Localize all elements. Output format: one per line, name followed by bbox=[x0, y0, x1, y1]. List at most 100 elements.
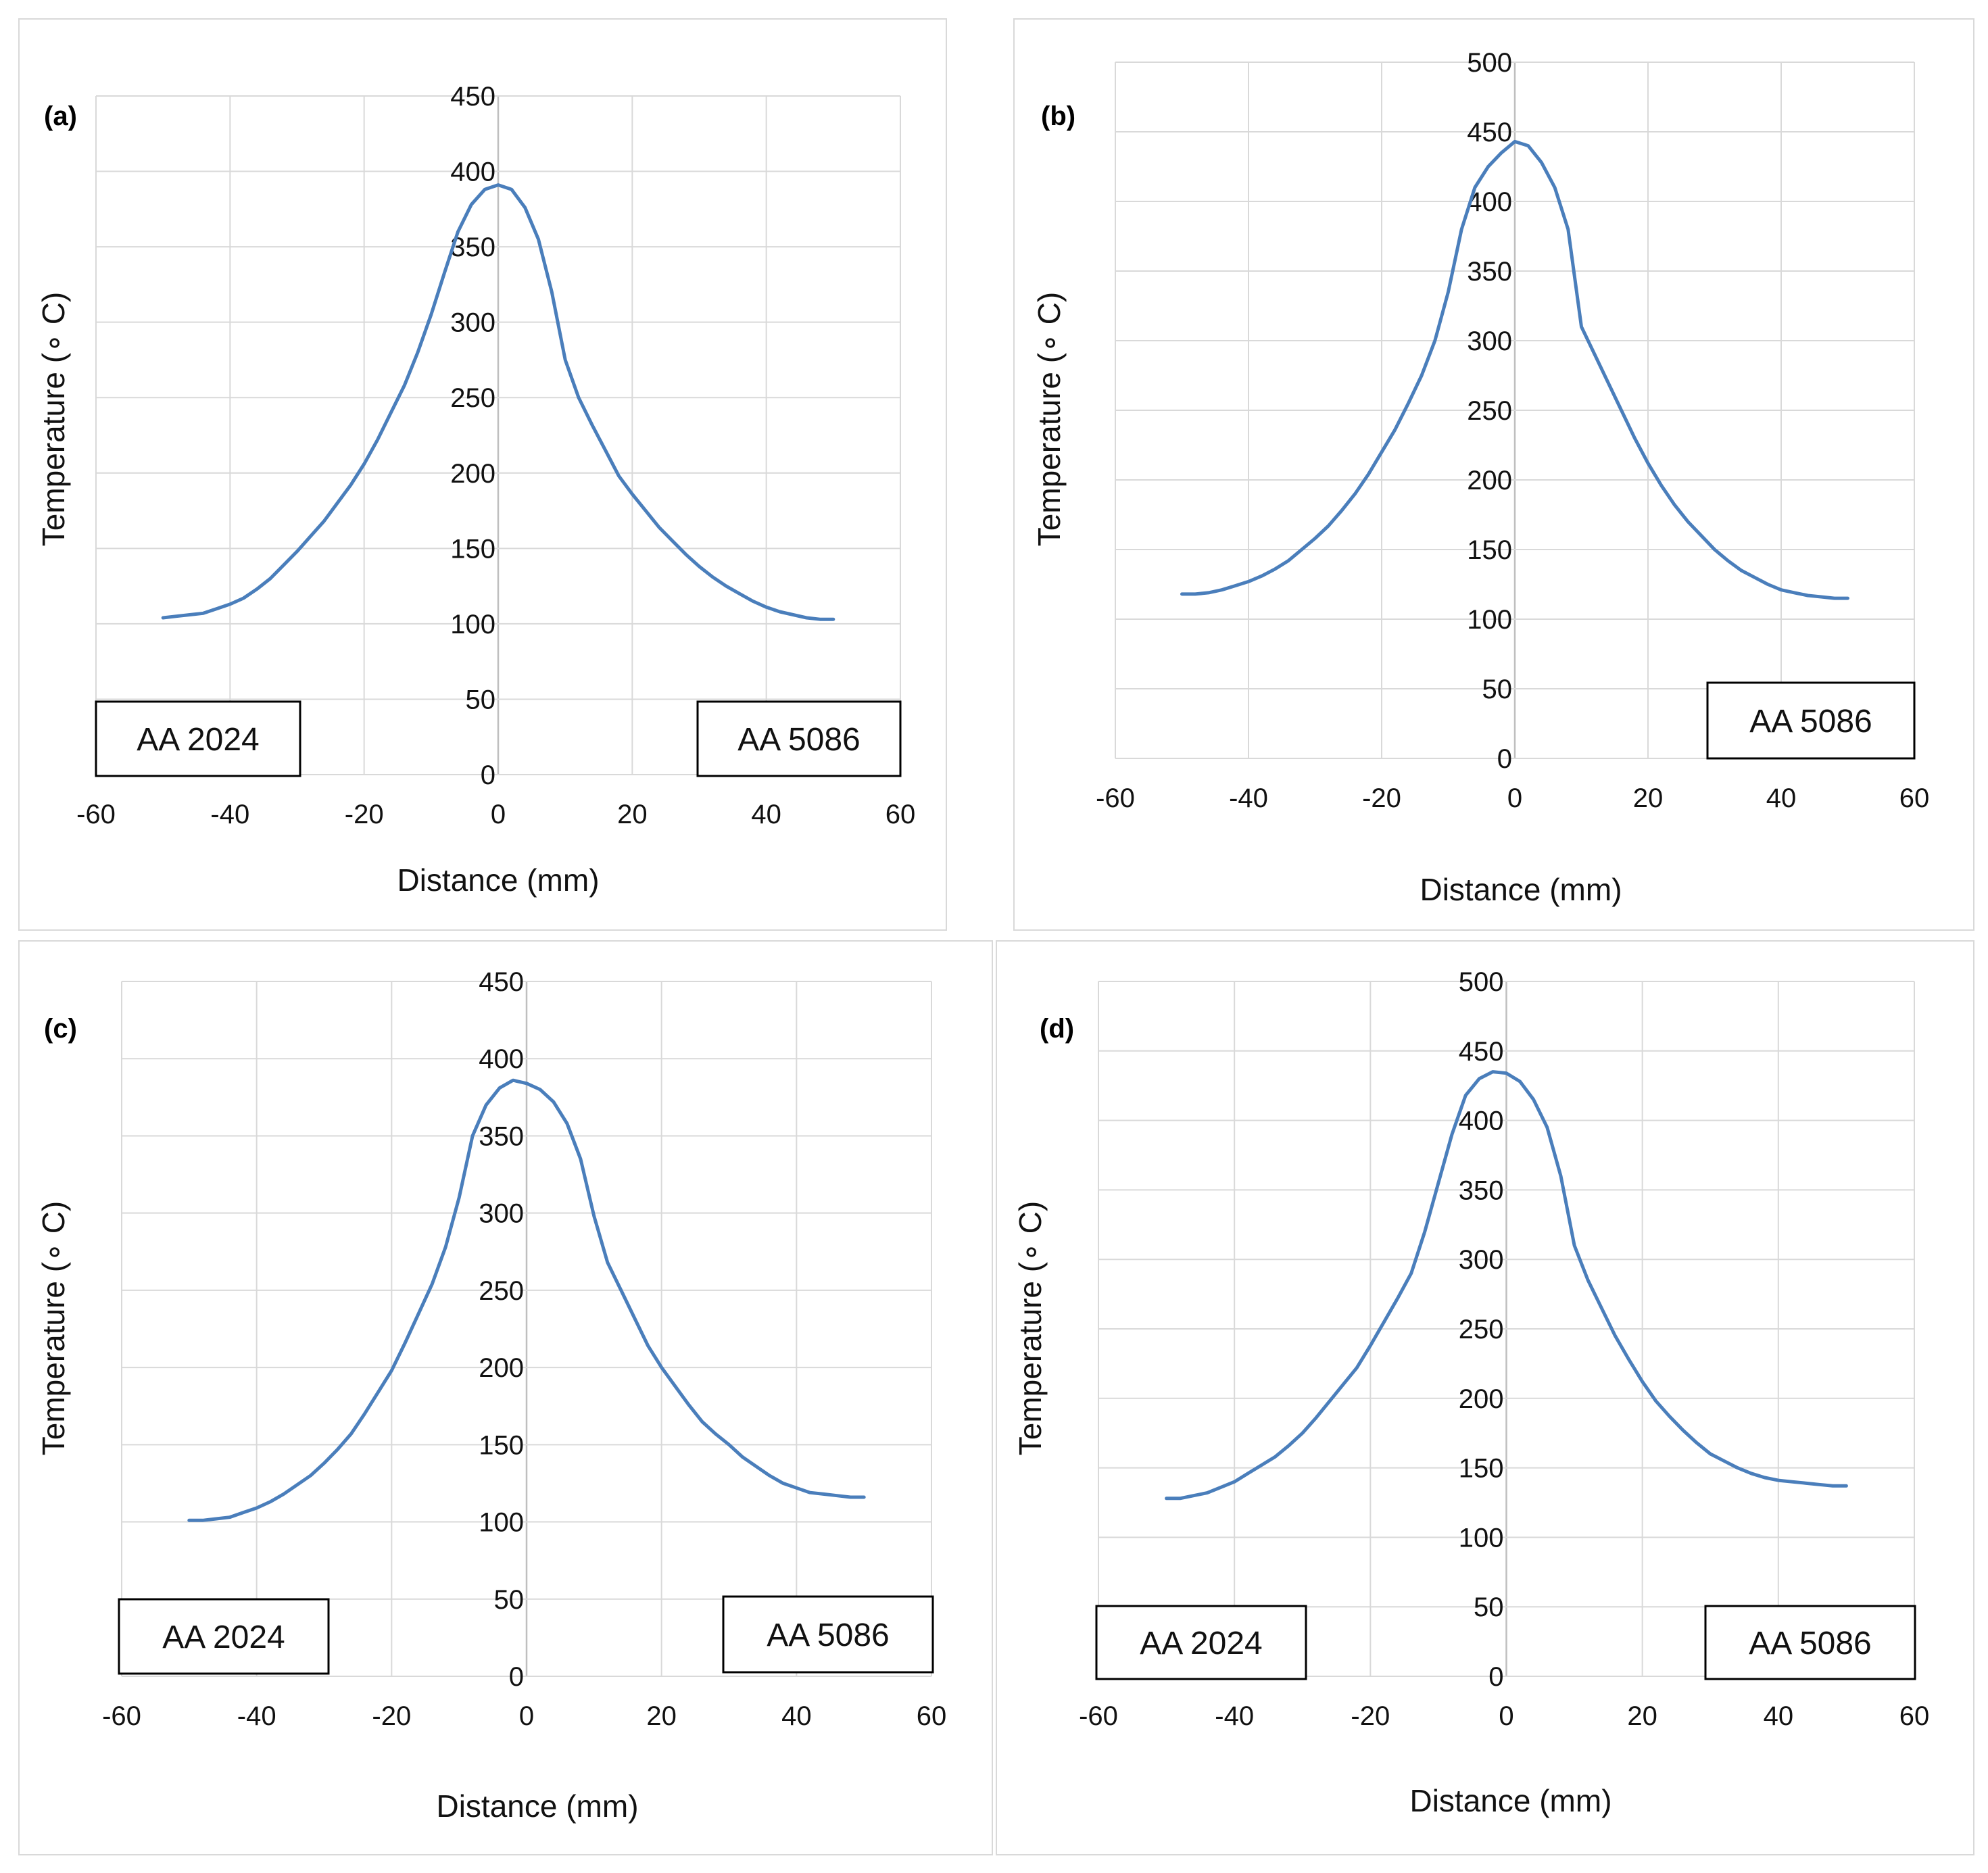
y-axis-label: Temperature (∘ C) bbox=[36, 1201, 71, 1455]
y-tick-label: 500 bbox=[1467, 48, 1512, 78]
x-tick-label: 40 bbox=[1764, 1701, 1794, 1731]
x-tick-label: 60 bbox=[886, 800, 916, 829]
material-label-right: AA 5086 bbox=[767, 1617, 890, 1653]
y-tick-label: 0 bbox=[481, 760, 495, 790]
y-tick-label: 350 bbox=[1467, 257, 1512, 287]
panel-border bbox=[18, 18, 947, 931]
panel-border bbox=[1013, 18, 1974, 931]
y-tick-label: 150 bbox=[1459, 1454, 1504, 1484]
y-tick-label: 0 bbox=[1488, 1662, 1503, 1692]
material-label-box-left bbox=[1095, 1605, 1307, 1680]
x-tick-label: -20 bbox=[1362, 783, 1401, 813]
panel-letter: (c) bbox=[44, 1014, 77, 1044]
panel-border bbox=[18, 940, 993, 1855]
y-tick-label: 500 bbox=[1459, 967, 1504, 997]
x-axis-label: Distance (mm) bbox=[1420, 872, 1622, 907]
y-tick-label: 450 bbox=[1459, 1037, 1504, 1067]
x-tick-label: -20 bbox=[345, 800, 384, 829]
x-tick-label: 60 bbox=[1899, 783, 1930, 813]
x-tick-label: -40 bbox=[210, 800, 249, 829]
y-axis-label: Temperature (∘ C) bbox=[1032, 292, 1067, 546]
y-tick-label: 250 bbox=[1467, 396, 1512, 426]
material-label-box-right bbox=[1706, 681, 1916, 760]
material-label-box-right bbox=[696, 700, 902, 777]
chart-panel-c: AA 2024 AA 508605010015020025030035040045… bbox=[36, 967, 946, 1824]
chart-panel-a: AA 2024 AA 508605010015020025030035040045… bbox=[36, 82, 915, 898]
y-tick-label: 200 bbox=[450, 459, 495, 489]
panel-letter: (b) bbox=[1041, 101, 1075, 131]
y-tick-label: 300 bbox=[1467, 326, 1512, 356]
panel-letter: (d) bbox=[1040, 1014, 1074, 1044]
x-axis-label: Distance (mm) bbox=[436, 1789, 638, 1824]
y-tick-label: 250 bbox=[479, 1276, 524, 1306]
x-tick-label: 40 bbox=[1766, 783, 1797, 813]
x-axis-label: Distance (mm) bbox=[1409, 1783, 1611, 1818]
material-label-box-left bbox=[95, 700, 301, 777]
material-label-left: AA 2024 bbox=[1140, 1626, 1263, 1661]
material-label-right: AA 5086 bbox=[1749, 1626, 1872, 1661]
x-tick-label: -20 bbox=[1351, 1701, 1390, 1731]
material-label-box-left bbox=[118, 1598, 330, 1675]
y-tick-label: 300 bbox=[450, 308, 495, 338]
x-tick-label: 0 bbox=[491, 800, 506, 829]
material-label-left: AA 2024 bbox=[137, 722, 260, 758]
x-tick-label: 20 bbox=[1627, 1701, 1657, 1731]
chart-panel-b: AA 5086050100150200250300350400450500-60… bbox=[1032, 48, 1929, 907]
x-tick-label: 40 bbox=[781, 1701, 812, 1731]
y-axis-label: Temperature (∘ C) bbox=[1013, 1201, 1048, 1455]
y-tick-label: 50 bbox=[466, 685, 496, 714]
x-tick-label: 40 bbox=[751, 800, 781, 829]
y-tick-label: 0 bbox=[509, 1662, 524, 1692]
x-tick-label: -60 bbox=[1079, 1701, 1118, 1731]
series-line-temperature bbox=[1180, 139, 1849, 600]
panel-letter: (a) bbox=[44, 101, 77, 131]
y-tick-label: 150 bbox=[479, 1430, 524, 1460]
x-tick-label: 0 bbox=[519, 1701, 534, 1731]
chart-panel-d: AA 2024 AA 508605010015020025030035040045… bbox=[1013, 967, 1929, 1818]
y-tick-label: 250 bbox=[1459, 1315, 1504, 1344]
y-tick-label: 100 bbox=[1467, 605, 1512, 635]
y-tick-label: 100 bbox=[479, 1508, 524, 1538]
panel-border bbox=[996, 940, 1974, 1855]
x-tick-label: -40 bbox=[237, 1701, 276, 1731]
y-tick-label: 350 bbox=[450, 233, 495, 262]
y-tick-label: 150 bbox=[450, 534, 495, 564]
x-tick-label: 60 bbox=[1899, 1701, 1930, 1731]
y-tick-label: 400 bbox=[479, 1044, 524, 1074]
x-tick-label: -40 bbox=[1215, 1701, 1254, 1731]
y-tick-label: 50 bbox=[1474, 1592, 1504, 1622]
y-axis-label: Temperature (∘ C) bbox=[36, 292, 71, 546]
series-line-temperature bbox=[1165, 1070, 1848, 1501]
material-label-box-right bbox=[722, 1595, 934, 1674]
y-tick-label: 200 bbox=[479, 1353, 524, 1383]
y-tick-label: 200 bbox=[1459, 1384, 1504, 1414]
x-tick-label: 20 bbox=[1633, 783, 1664, 813]
y-tick-label: 0 bbox=[1497, 744, 1512, 774]
x-tick-label: 20 bbox=[617, 800, 648, 829]
x-tick-label: -60 bbox=[102, 1701, 141, 1731]
y-tick-label: 50 bbox=[1482, 675, 1513, 704]
y-tick-label: 350 bbox=[479, 1121, 524, 1151]
x-tick-label: -60 bbox=[76, 800, 116, 829]
y-tick-label: 300 bbox=[1459, 1245, 1504, 1275]
x-tick-label: -40 bbox=[1229, 783, 1268, 813]
x-tick-label: -60 bbox=[1096, 783, 1135, 813]
y-tick-label: 400 bbox=[1459, 1106, 1504, 1136]
x-tick-label: 20 bbox=[646, 1701, 677, 1731]
y-tick-label: 350 bbox=[1459, 1175, 1504, 1205]
series-line-temperature bbox=[187, 1078, 866, 1522]
y-tick-label: 400 bbox=[450, 157, 495, 187]
material-label-right: AA 5086 bbox=[737, 722, 860, 758]
y-tick-label: 450 bbox=[450, 82, 495, 112]
y-tick-label: 300 bbox=[479, 1199, 524, 1229]
y-tick-label: 450 bbox=[479, 967, 524, 997]
y-tick-label: 100 bbox=[450, 610, 495, 639]
material-label-left: AA 2024 bbox=[162, 1620, 285, 1655]
y-tick-label: 150 bbox=[1467, 535, 1512, 565]
material-label-box-right bbox=[1704, 1605, 1916, 1680]
x-tick-label: 0 bbox=[1507, 783, 1522, 813]
x-tick-label: 60 bbox=[917, 1701, 947, 1731]
y-tick-label: 200 bbox=[1467, 466, 1512, 495]
y-tick-label: 50 bbox=[494, 1585, 525, 1615]
